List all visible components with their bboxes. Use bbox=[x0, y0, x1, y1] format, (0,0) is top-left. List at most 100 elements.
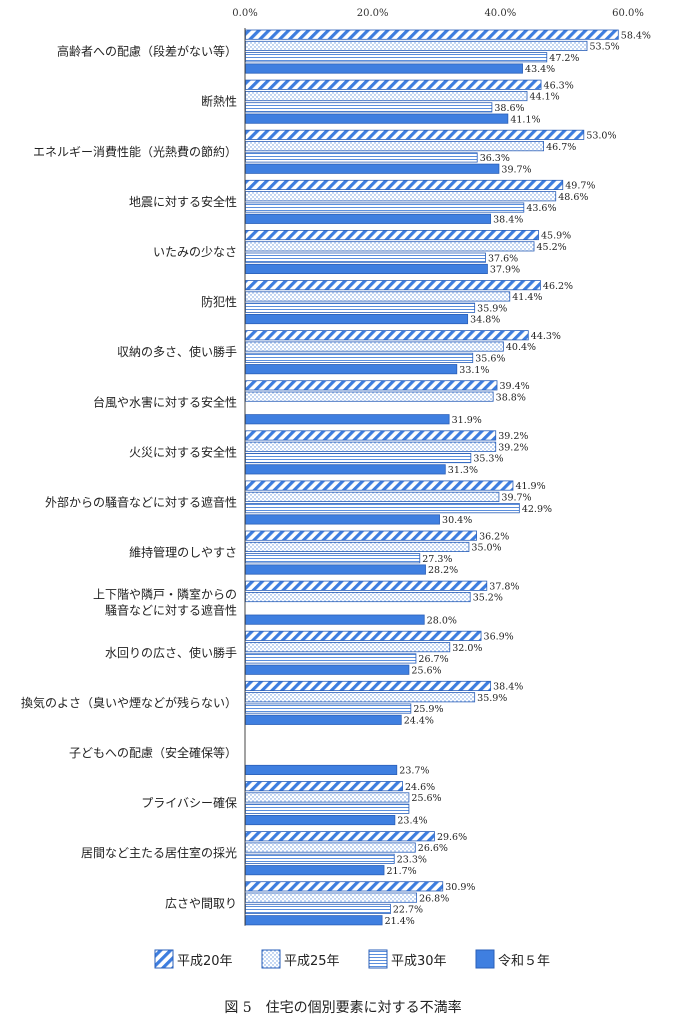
bar bbox=[245, 430, 497, 441]
bar bbox=[245, 179, 564, 191]
bar bbox=[245, 29, 619, 40]
bar bbox=[245, 564, 426, 575]
data-label: 25.9% bbox=[413, 704, 443, 715]
data-label: 28.0% bbox=[427, 615, 457, 626]
bar bbox=[245, 213, 492, 224]
bar bbox=[245, 630, 482, 641]
category-label: 外部からの騒音などに対する遮音性 bbox=[45, 495, 237, 510]
category-label: 断熱性 bbox=[201, 94, 237, 109]
data-label: 25.6% bbox=[411, 793, 441, 804]
bar bbox=[245, 892, 417, 903]
category-label: 広さや間取り bbox=[165, 896, 237, 910]
data-label: 41.9% bbox=[515, 481, 545, 492]
bar bbox=[245, 614, 425, 625]
category-label: エネルギー消費性能（光熱費の節約） bbox=[33, 144, 237, 159]
data-label: 30.4% bbox=[442, 515, 472, 526]
data-label: 26.7% bbox=[418, 654, 448, 665]
category-label: 防犯性 bbox=[201, 294, 237, 309]
data-label: 43.6% bbox=[526, 203, 556, 214]
data-label: 41.4% bbox=[512, 292, 542, 303]
data-label: 36.3% bbox=[480, 153, 510, 164]
bar bbox=[245, 815, 396, 826]
bar bbox=[245, 580, 488, 591]
data-label: 41.1% bbox=[510, 114, 540, 125]
category-label: 地震に対する安全性 bbox=[129, 194, 237, 209]
data-label: 47.2% bbox=[549, 53, 579, 64]
data-label: 34.8% bbox=[470, 315, 500, 326]
data-label: 24.6% bbox=[405, 782, 435, 793]
data-label: 25.6% bbox=[411, 665, 441, 676]
bar bbox=[245, 803, 410, 814]
data-label: 31.9% bbox=[452, 415, 482, 426]
bar bbox=[245, 441, 497, 452]
data-label: 39.2% bbox=[498, 431, 528, 442]
bar bbox=[245, 113, 509, 124]
bar bbox=[245, 692, 476, 703]
data-label: 40.4% bbox=[506, 342, 536, 353]
x-tick-label: 0.0% bbox=[232, 8, 257, 19]
bar bbox=[245, 865, 385, 876]
x-tick-label: 40.0% bbox=[484, 8, 516, 19]
bar bbox=[245, 380, 498, 391]
data-label: 49.7% bbox=[565, 181, 595, 192]
bar bbox=[245, 592, 471, 603]
data-label: 42.9% bbox=[522, 504, 552, 515]
category-label: 居間など主たる居住室の採光 bbox=[81, 845, 237, 860]
legend-swatch bbox=[261, 949, 281, 969]
bar bbox=[245, 63, 523, 74]
data-label: 30.9% bbox=[445, 882, 475, 893]
bars: 58.4%53.5% 47.2%43.4% 46.3%44.1% 38.6%41.1%… bbox=[245, 29, 651, 927]
bar bbox=[245, 642, 451, 653]
bar bbox=[245, 229, 539, 241]
data-label: 53.5% bbox=[590, 42, 620, 53]
bar bbox=[245, 291, 511, 302]
legend-label: 令和５年 bbox=[498, 954, 550, 969]
data-label: 23.4% bbox=[397, 816, 427, 827]
data-label: 33.1% bbox=[459, 365, 489, 376]
bar bbox=[245, 102, 493, 113]
data-label: 37.8% bbox=[489, 581, 519, 592]
data-label: 45.2% bbox=[537, 242, 567, 253]
x-tick-label: 60.0% bbox=[612, 8, 644, 19]
bar bbox=[245, 129, 585, 140]
data-label: 22.7% bbox=[393, 905, 423, 916]
bar bbox=[245, 530, 477, 541]
data-label: 26.8% bbox=[419, 893, 449, 904]
category-label: 台風や水害に対する安全性 bbox=[93, 394, 237, 409]
data-label: 23.7% bbox=[399, 766, 429, 777]
data-label: 35.6% bbox=[475, 354, 505, 365]
data-label: 39.7% bbox=[501, 493, 531, 504]
bar bbox=[245, 680, 492, 691]
data-label: 46.3% bbox=[544, 80, 574, 91]
legend-label: 平成30年 bbox=[391, 954, 447, 969]
data-label: 58.4% bbox=[621, 30, 651, 41]
category-label: 換気のよさ（臭いや煙などが残らない） bbox=[21, 695, 237, 710]
category-label: プライバシー確保 bbox=[141, 795, 237, 810]
bar bbox=[245, 330, 529, 341]
legend-label: 平成25年 bbox=[284, 954, 340, 969]
data-label: 46.2% bbox=[543, 281, 573, 292]
bar bbox=[245, 903, 391, 914]
data-label: 46.7% bbox=[546, 142, 576, 153]
data-label: 27.3% bbox=[422, 554, 452, 565]
data-label: 38.4% bbox=[493, 215, 523, 226]
data-label: 21.7% bbox=[387, 866, 417, 877]
bar bbox=[245, 79, 542, 90]
legend: 平成20年 平成25年 平成30年 令和５年 bbox=[154, 949, 550, 969]
bar bbox=[245, 764, 398, 775]
legend-swatch bbox=[475, 949, 495, 969]
data-label: 37.9% bbox=[490, 265, 520, 276]
data-label: 21.4% bbox=[385, 916, 415, 927]
bar bbox=[245, 163, 500, 174]
bar bbox=[245, 831, 435, 842]
bar bbox=[245, 792, 410, 803]
data-label: 36.9% bbox=[484, 632, 514, 643]
bar bbox=[245, 263, 488, 274]
data-label: 35.3% bbox=[473, 454, 503, 465]
bar bbox=[245, 280, 541, 291]
bar bbox=[245, 191, 557, 202]
category-label: 収納の多さ、使い勝手 bbox=[117, 344, 237, 359]
category-label: 火災に対する安全性 bbox=[129, 444, 237, 459]
data-label: 35.9% bbox=[477, 693, 507, 704]
bar bbox=[245, 341, 504, 352]
